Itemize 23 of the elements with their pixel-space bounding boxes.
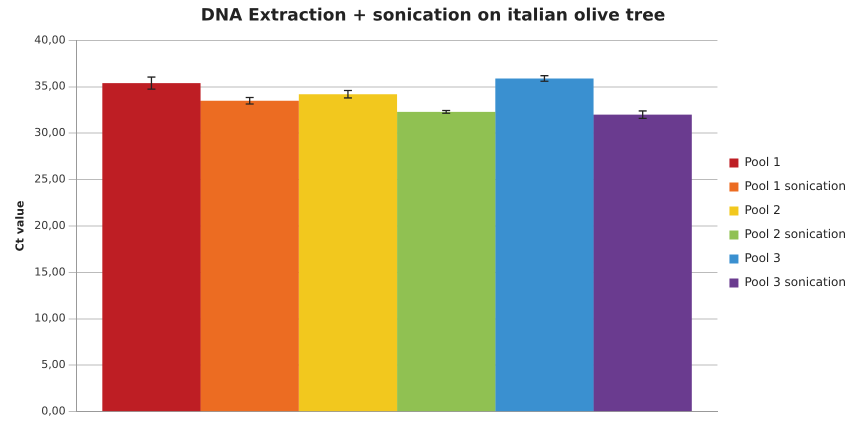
bar: [200, 100, 299, 412]
bar: [397, 112, 496, 412]
legend-label: Pool 3 sonication: [744, 275, 846, 290]
y-tick-label: 15,00: [34, 265, 66, 278]
legend-label: Pool 3: [744, 251, 781, 266]
y-tick-label: 35,00: [34, 80, 66, 93]
y-tick-label: 40,00: [34, 33, 66, 46]
y-tick-label: 20,00: [34, 218, 66, 232]
y-tick-label: 25,00: [34, 172, 66, 186]
bar: [102, 83, 201, 412]
y-tick-label: 0,00: [41, 404, 66, 418]
y-tick-label: 5,00: [41, 358, 66, 372]
legend-label: Pool 2 sonication: [744, 227, 846, 242]
legend-label: Pool 2: [744, 203, 781, 218]
bar: [594, 114, 692, 412]
legend-label: Pool 1 sonication: [744, 179, 846, 194]
chart-title: DNA Extraction + sonication on italian olive tree: [200, 6, 666, 26]
bar: [298, 94, 398, 412]
y-tick-label: 30,00: [34, 126, 66, 140]
y-tick-label: 10,00: [34, 312, 66, 325]
bar: [495, 78, 594, 412]
y-axis-title: Ct value: [13, 200, 26, 252]
legend-label: Pool 1: [744, 155, 781, 170]
